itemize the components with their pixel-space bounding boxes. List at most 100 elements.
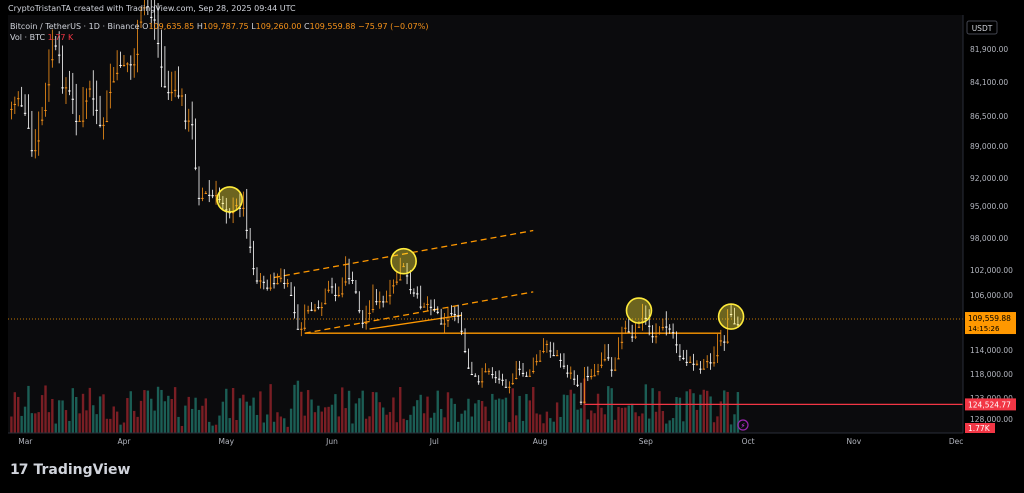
volume-bar — [180, 425, 184, 433]
volume-bar — [528, 400, 532, 433]
volume-bar — [337, 416, 341, 433]
candle-body — [98, 124, 102, 126]
candle-body — [211, 195, 214, 197]
candle-body — [262, 281, 265, 283]
volume-bar — [143, 390, 146, 433]
candle-body — [85, 100, 88, 102]
candle-body — [617, 358, 620, 360]
candle-body — [204, 192, 208, 194]
candle-body — [40, 119, 44, 121]
candle-body — [177, 95, 180, 97]
volume-bar — [272, 421, 276, 433]
candle-body — [590, 376, 593, 378]
candle-body — [344, 281, 347, 283]
volume-bar — [167, 395, 170, 433]
volume-bar — [187, 396, 190, 433]
volume-bar — [23, 406, 27, 433]
candle-body — [726, 341, 729, 343]
candle-body — [521, 372, 525, 374]
candle-body — [150, 16, 153, 18]
volume-bar — [194, 397, 197, 433]
candle-body — [156, 42, 160, 44]
candle-body — [624, 327, 627, 329]
volume-bar — [81, 393, 85, 433]
volume-bar — [259, 391, 262, 433]
volume-bar — [388, 412, 392, 433]
price-tick-label: 106,000.00 — [970, 291, 1013, 300]
time-tick-label: Jun — [325, 437, 338, 446]
candle-body — [272, 283, 276, 285]
candle-body — [221, 202, 225, 204]
candle-body — [146, 6, 150, 8]
candle-body — [719, 340, 723, 342]
volume-bar — [566, 395, 569, 433]
candle-body — [532, 371, 535, 373]
volume-bar — [112, 406, 115, 433]
candle-body — [27, 127, 30, 129]
candle-body — [30, 150, 34, 152]
volume-bar — [504, 397, 508, 433]
candle-body — [600, 364, 603, 366]
candle-body — [596, 371, 600, 373]
price-tick-label: 114,000.00 — [970, 346, 1013, 355]
volume-bar — [289, 408, 293, 433]
candle-body — [392, 285, 395, 287]
candle-body — [44, 109, 47, 111]
price-tick-label: 84,100.00 — [970, 78, 1008, 87]
candle-body — [95, 109, 98, 111]
price-tick-label: 92,000.00 — [970, 174, 1008, 183]
volume-bar — [303, 415, 306, 433]
candle-body — [54, 45, 57, 47]
candle-body — [153, 19, 156, 21]
volume-bar — [262, 422, 265, 433]
candle-body — [634, 336, 637, 338]
volume-bar — [40, 395, 44, 433]
volume-bar — [497, 398, 501, 433]
volume-bar — [648, 418, 651, 433]
price-tick-label: 118,000.00 — [970, 370, 1013, 379]
ohlc-line: Bitcoin / TetherUS · 1D · Binance O109,6… — [10, 22, 428, 31]
volume-bar — [283, 418, 286, 433]
volume-bar — [501, 399, 504, 433]
volume-bar — [221, 401, 225, 433]
candle-body — [368, 312, 371, 314]
candle-body — [293, 312, 296, 314]
candle-body — [129, 64, 132, 66]
candle-body — [364, 322, 368, 324]
volume-bar — [44, 385, 47, 433]
candle-body — [375, 301, 378, 303]
candle-body — [658, 332, 661, 334]
tradingview-logo[interactable]: 17 TradingView — [10, 462, 130, 478]
volume-bar — [508, 422, 511, 433]
volume-bar — [119, 424, 122, 433]
candle-body — [480, 381, 484, 383]
volume-bar — [477, 399, 480, 433]
vol-value: 1.77 K — [47, 33, 74, 42]
high-value: 109,787.75 — [202, 22, 249, 31]
volume-bar — [532, 386, 535, 433]
candle-body — [119, 64, 122, 66]
volume-bar — [242, 394, 245, 433]
volume-bar — [446, 392, 450, 433]
volume-bar — [300, 391, 303, 433]
candle-body — [330, 286, 334, 288]
price-tick-label: 128,000.00 — [970, 415, 1013, 424]
volume-bar — [235, 419, 238, 433]
volume-bar — [596, 393, 600, 433]
lightning-icon: ⚡ — [741, 422, 746, 430]
volume-bar — [255, 414, 259, 433]
candle-body — [255, 280, 259, 282]
volume-bar — [661, 410, 665, 433]
volume-bar — [358, 398, 361, 433]
time-tick-label: Nov — [847, 437, 862, 446]
price-tick-label: 86,500.00 — [970, 112, 1008, 121]
candle-body — [194, 167, 197, 169]
candle-body — [736, 324, 740, 326]
volume-bar — [678, 397, 682, 433]
volume-bar — [603, 414, 607, 433]
candle-body — [173, 89, 177, 91]
volume-bar — [572, 393, 576, 433]
volume-bar — [634, 412, 637, 433]
candle-body — [354, 291, 358, 293]
